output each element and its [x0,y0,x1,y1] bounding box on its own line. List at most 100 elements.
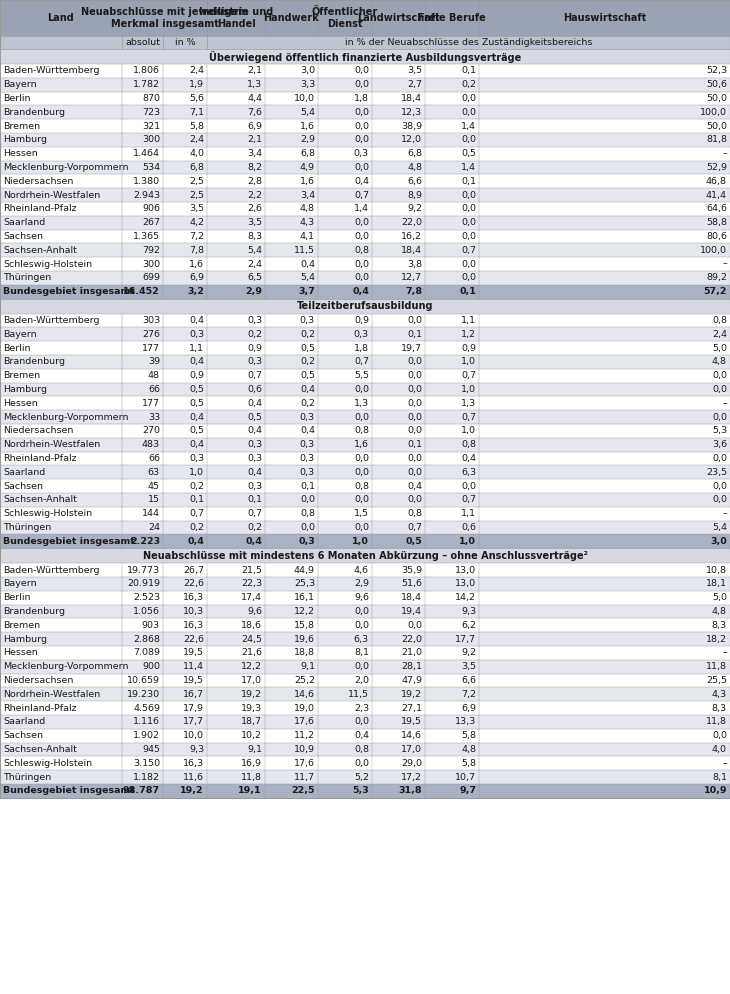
Bar [0,49,730,64]
Text: 0,9: 0,9 [189,371,204,380]
Text: 12,2: 12,2 [241,662,262,671]
Text: 16,2: 16,2 [401,232,422,241]
Text: 945: 945 [142,745,160,754]
Text: 0,4: 0,4 [189,358,204,367]
Text: 3,2: 3,2 [187,287,204,296]
Text: 0,7: 0,7 [354,358,369,367]
Bar [0,161,730,174]
Text: 16,7: 16,7 [183,690,204,699]
Text: 12,3: 12,3 [401,107,422,117]
Text: 5,4: 5,4 [712,523,727,532]
Text: 0,0: 0,0 [354,163,369,172]
Bar [0,632,730,646]
Text: 98.787: 98.787 [123,786,160,795]
Text: 81,8: 81,8 [706,135,727,144]
Text: 1,0: 1,0 [189,468,204,477]
Text: Sachsen-Anhalt: Sachsen-Anhalt [3,246,77,254]
Text: absolut: absolut [125,38,160,47]
Bar [0,424,730,437]
Text: 2.943: 2.943 [133,191,160,200]
Text: 38,9: 38,9 [401,121,422,130]
Text: 0,1: 0,1 [461,67,476,76]
Text: 0,7: 0,7 [189,509,204,518]
Text: 0,0: 0,0 [407,426,422,435]
Text: Mecklenburg-Vorpommern: Mecklenburg-Vorpommern [3,163,128,172]
Text: 5,4: 5,4 [300,273,315,282]
Text: 22,6: 22,6 [183,634,204,643]
Bar [0,174,730,188]
Text: 66: 66 [148,385,160,394]
Text: Niedersachsen: Niedersachsen [3,177,74,186]
Text: Neuabschlüsse mit jeweiligem
Merkmal insgesamt: Neuabschlüsse mit jeweiligem Merkmal ins… [81,7,248,29]
Text: 17,6: 17,6 [294,718,315,727]
Text: Freie Berufe: Freie Berufe [418,13,486,23]
Text: Bayern: Bayern [3,330,36,339]
Text: 0,0: 0,0 [354,219,369,228]
Text: Sachsen: Sachsen [3,732,43,741]
Text: 14,2: 14,2 [455,593,476,602]
Bar [0,369,730,383]
Text: 2,1: 2,1 [247,67,262,76]
Text: 11,2: 11,2 [294,732,315,741]
Text: Hamburg: Hamburg [3,135,47,144]
Text: Thüringen: Thüringen [3,772,51,781]
Text: 11,8: 11,8 [241,772,262,781]
Text: Hessen: Hessen [3,648,38,657]
Text: 3,6: 3,6 [712,440,727,449]
Text: Rheinland-Pfalz: Rheinland-Pfalz [3,454,77,463]
Text: 0,8: 0,8 [354,246,369,254]
Text: 5,8: 5,8 [461,758,476,767]
Bar [0,521,730,535]
Text: 24,5: 24,5 [241,634,262,643]
Bar [0,549,730,564]
Text: 1,0: 1,0 [461,385,476,394]
Text: 4,6: 4,6 [354,566,369,575]
Text: 0,4: 0,4 [300,259,315,268]
Text: 0,0: 0,0 [407,413,422,421]
Bar [0,577,730,590]
Text: 0,2: 0,2 [300,399,315,408]
Text: 900: 900 [142,662,160,671]
Text: Bremen: Bremen [3,371,40,380]
Bar [0,770,730,784]
Bar [0,604,730,618]
Text: 10,9: 10,9 [704,786,727,795]
Text: 0,9: 0,9 [461,344,476,353]
Text: 6,5: 6,5 [247,273,262,282]
Bar [0,36,730,49]
Text: Mecklenburg-Vorpommern: Mecklenburg-Vorpommern [3,662,128,671]
Text: 0,0: 0,0 [354,523,369,532]
Text: 25,5: 25,5 [706,676,727,685]
Bar [0,535,730,549]
Text: 0,8: 0,8 [354,426,369,435]
Text: 0,5: 0,5 [189,385,204,394]
Text: 0,8: 0,8 [461,440,476,449]
Bar [0,507,730,521]
Text: 17,6: 17,6 [294,758,315,767]
Text: 0,7: 0,7 [247,509,262,518]
Bar [0,743,730,756]
Text: Saarland: Saarland [3,468,45,477]
Text: 0,0: 0,0 [354,454,369,463]
Text: 5,4: 5,4 [247,246,262,254]
Text: 4,2: 4,2 [189,219,204,228]
Text: 2,4: 2,4 [247,259,262,268]
Text: 5,3: 5,3 [712,426,727,435]
Text: Schleswig-Holstein: Schleswig-Holstein [3,758,92,767]
Text: 1,4: 1,4 [354,205,369,214]
Text: 35,9: 35,9 [401,566,422,575]
Text: 5,6: 5,6 [189,94,204,103]
Text: 6,2: 6,2 [461,621,476,630]
Text: 17,7: 17,7 [183,718,204,727]
Text: 0,0: 0,0 [461,273,476,282]
Text: 0,7: 0,7 [247,371,262,380]
Text: Brandenburg: Brandenburg [3,107,65,117]
Text: 0,5: 0,5 [300,371,315,380]
Text: 2,4: 2,4 [712,330,727,339]
Text: 1,8: 1,8 [354,344,369,353]
Text: 57,2: 57,2 [704,287,727,296]
Text: 0,0: 0,0 [712,482,727,491]
Text: 0,0: 0,0 [354,468,369,477]
Text: –: – [722,399,727,408]
Text: Bremen: Bremen [3,621,40,630]
